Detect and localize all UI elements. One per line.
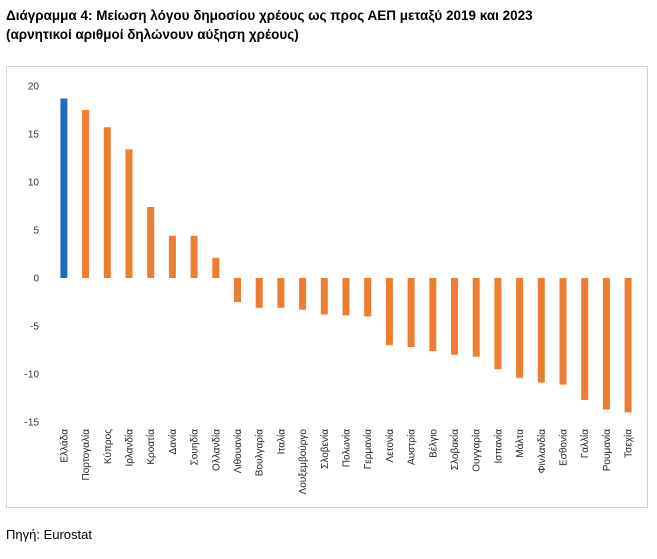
- x-category-label: Ιταλία: [275, 429, 287, 455]
- bar: [494, 278, 502, 370]
- y-tick-label: -5: [30, 322, 39, 333]
- bar: [516, 278, 524, 378]
- bar: [581, 278, 589, 400]
- x-category-label: Ελλάδα: [58, 429, 70, 463]
- x-category-label: Δανία: [167, 429, 179, 455]
- chart-title: Διάγραμμα 4: Μείωση λόγου δημοσίου χρέου…: [6, 6, 646, 44]
- bar: [82, 110, 90, 278]
- x-category-label: Σουηδία: [189, 429, 201, 466]
- bar: [147, 207, 155, 278]
- y-tick-label: 20: [28, 82, 40, 93]
- source-note: Πηγή: Eurostat: [6, 527, 92, 542]
- bar: [407, 278, 415, 348]
- x-category-label: Κροατία: [145, 429, 157, 465]
- y-tick-label: -10: [25, 370, 40, 381]
- x-category-label: Πολωνία: [341, 429, 353, 467]
- x-category-label: Λετονία: [384, 429, 396, 463]
- x-category-label: Κύπρος: [102, 429, 114, 464]
- bar: [234, 278, 241, 302]
- bar: [472, 278, 480, 357]
- bar: [103, 127, 111, 278]
- x-category-label: Τσεχία: [623, 429, 635, 458]
- y-tick-label: 5: [33, 226, 39, 237]
- bar: [125, 149, 133, 278]
- x-category-label: Ολλανδία: [210, 429, 222, 471]
- bar: [255, 278, 263, 308]
- bar: [537, 278, 545, 383]
- x-category-label: Σλοβακία: [449, 429, 461, 470]
- bar: [277, 278, 285, 308]
- x-category-label: Βέλγιο: [427, 429, 439, 458]
- bar: [60, 98, 68, 278]
- bar: [559, 278, 567, 385]
- y-tick-label: -15: [25, 418, 40, 429]
- bar: [602, 278, 610, 410]
- bar: [624, 278, 632, 413]
- bar: [342, 278, 350, 316]
- x-category-label: Μάλτα: [514, 429, 526, 458]
- x-category-label: Πορτογαλία: [80, 429, 92, 481]
- bar: [212, 257, 220, 278]
- bar: [299, 278, 307, 310]
- x-category-label: Εσθονία: [558, 429, 570, 466]
- x-category-label: Φινλανδία: [536, 429, 548, 474]
- x-category-label: Ουγγαρία: [471, 429, 483, 472]
- chart-title-line-2: (αρνητικοί αριθμοί δηλώνουν αύξηση χρέου…: [6, 27, 299, 42]
- bar: [168, 235, 176, 278]
- y-tick-label: 10: [28, 178, 40, 189]
- y-tick-label: 0: [33, 274, 39, 285]
- bar: [364, 278, 372, 317]
- bar: [320, 278, 328, 315]
- x-category-label: Ιρλανδία: [123, 429, 135, 467]
- y-tick-label: 15: [28, 130, 40, 141]
- x-category-label: Ρουμανία: [601, 429, 613, 471]
- x-category-label: Λουξεμβούργο: [297, 429, 309, 495]
- x-category-label: Σλοβενία: [319, 429, 331, 469]
- chart-title-line-1: Διάγραμμα 4: Μείωση λόγου δημοσίου χρέου…: [6, 8, 533, 23]
- x-category-label: Ισπανία: [492, 429, 504, 464]
- bar: [429, 278, 437, 351]
- x-category-label: Γαλλία: [579, 429, 591, 459]
- x-category-label: Λιθουανία: [232, 429, 244, 473]
- bar-chart: 20 15 10 5 0 -5 -10 -15 Ελλάδα Πορτογαλία Κύπρος Ιρ…: [25, 82, 635, 495]
- bar: [451, 278, 458, 355]
- x-category-label: Γερμανία: [362, 429, 374, 469]
- bar: [190, 235, 198, 278]
- x-category-label: Αυστρία: [406, 429, 418, 465]
- bar: [385, 278, 393, 346]
- x-category-label: Βουλγαρία: [254, 429, 266, 476]
- chart-area: 20 15 10 5 0 -5 -10 -15 Ελλάδα Πορτογαλία Κύπρος Ιρ…: [6, 66, 648, 508]
